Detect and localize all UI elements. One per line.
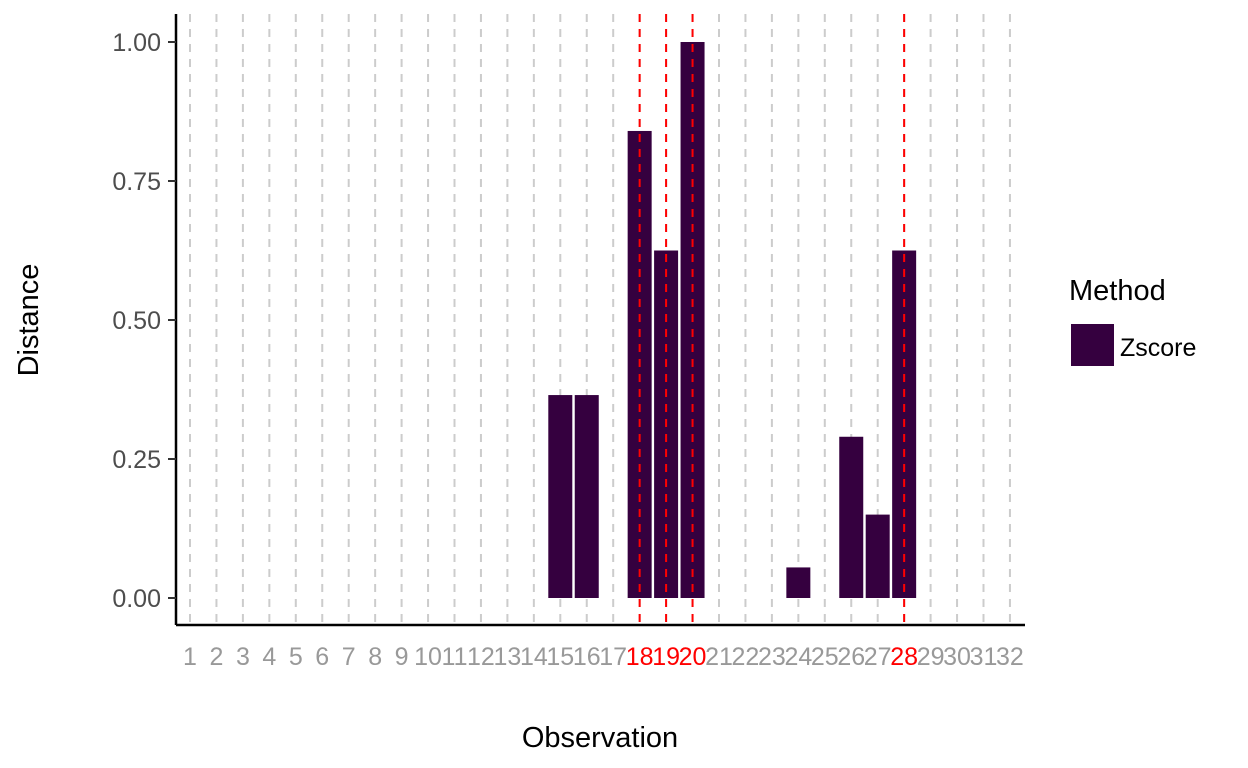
x-tick-label-7: 7 [342, 643, 356, 671]
x-tick-label-25: 25 [811, 643, 839, 671]
x-tick-label-24: 24 [784, 643, 812, 671]
x-tick-label-8: 8 [368, 643, 382, 671]
x-tick-label-6: 6 [315, 643, 329, 671]
x-tick-label-15: 15 [546, 643, 574, 671]
x-tick-label-10: 10 [414, 643, 442, 671]
x-tick-label-11: 11 [442, 643, 468, 671]
y-axis-title: Distance [13, 264, 45, 377]
y-tick-label-0.25: 0.25 [112, 446, 161, 474]
bar-16 [574, 395, 599, 598]
legend-swatch-zscore [1071, 324, 1114, 366]
y-tick-labels: 0.00 0.25 0.50 0.75 1.00 [112, 29, 176, 613]
x-tick-label-1: 1 [183, 643, 197, 671]
x-tick-label-22: 22 [732, 643, 760, 671]
legend: Method Zscore [1069, 275, 1196, 366]
x-tick-label-20: 20 [679, 643, 707, 671]
x-axis-title: Observation [522, 722, 678, 754]
x-tick-label-13: 13 [493, 643, 521, 671]
legend-label-zscore: Zscore [1120, 334, 1196, 362]
x-tick-label-3: 3 [236, 643, 250, 671]
x-tick-label-14: 14 [520, 643, 548, 671]
x-tick-label-28: 28 [890, 643, 918, 671]
x-tick-label-30: 30 [943, 643, 971, 671]
bar-26 [839, 436, 864, 598]
bar-24 [786, 567, 811, 598]
x-tick-label-17: 17 [599, 643, 627, 671]
x-tick-label-16: 16 [573, 643, 601, 671]
y-tick-label-0.75: 0.75 [112, 168, 161, 196]
x-tick-label-27: 27 [864, 643, 892, 671]
x-tick-label-32: 32 [996, 643, 1024, 671]
bars [548, 42, 917, 598]
bar-27 [865, 514, 890, 598]
x-tick-label-5: 5 [289, 643, 303, 671]
x-tick-label-29: 29 [917, 643, 945, 671]
y-tick-label-1.00: 1.00 [112, 29, 161, 57]
x-tick-label-21: 21 [705, 643, 733, 671]
x-tick-label-4: 4 [262, 643, 276, 671]
x-tick-label-19: 19 [652, 643, 680, 671]
highlight-lines [638, 14, 906, 625]
x-tick-label-12: 12 [467, 643, 495, 671]
x-tick-label-26: 26 [837, 643, 865, 671]
x-tick-label-23: 23 [758, 643, 786, 671]
x-tick-label-9: 9 [395, 643, 409, 671]
x-tick-label-18: 18 [626, 643, 654, 671]
x-tick-labels: 1 2 3 4 5 6 7 8 9 10 11 121314151617181920212223242… [183, 643, 1024, 671]
x-tick-label-31: 31 [970, 643, 998, 671]
x-tick-label-2: 2 [209, 643, 223, 671]
bar-15 [548, 395, 573, 598]
y-tick-label-0.00: 0.00 [112, 585, 161, 613]
legend-title: Method [1069, 275, 1166, 307]
y-tick-label-0.50: 0.50 [112, 307, 161, 335]
